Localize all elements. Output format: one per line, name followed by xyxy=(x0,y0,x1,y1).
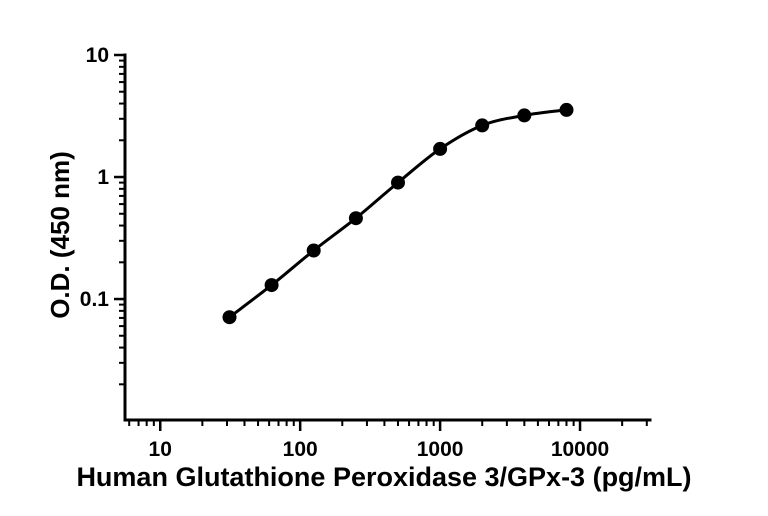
data-point-marker xyxy=(433,141,448,156)
data-point-marker xyxy=(475,118,490,133)
y-tick-label: 1 xyxy=(97,166,109,189)
x-axis-title: Human Glutathione Peroxidase 3/GPx-3 (pg… xyxy=(76,462,692,492)
x-tick-label: 100 xyxy=(283,438,318,461)
data-point-marker xyxy=(348,211,363,226)
data-point-marker xyxy=(517,108,532,123)
data-point-marker xyxy=(264,278,279,293)
data-point-marker xyxy=(306,243,321,258)
data-point-marker xyxy=(559,102,574,117)
x-tick-label: 10 xyxy=(149,438,172,461)
fitted-curve xyxy=(228,108,567,319)
y-axis-title: O.D. (450 nm) xyxy=(45,151,75,319)
y-tick-label: 0.1 xyxy=(80,288,110,311)
x-tick-label: 1000 xyxy=(417,438,464,461)
data-point-marker xyxy=(222,310,237,325)
data-point-marker xyxy=(391,175,405,190)
y-tick-label: 10 xyxy=(86,44,109,67)
x-tick-label: 10000 xyxy=(551,438,609,461)
